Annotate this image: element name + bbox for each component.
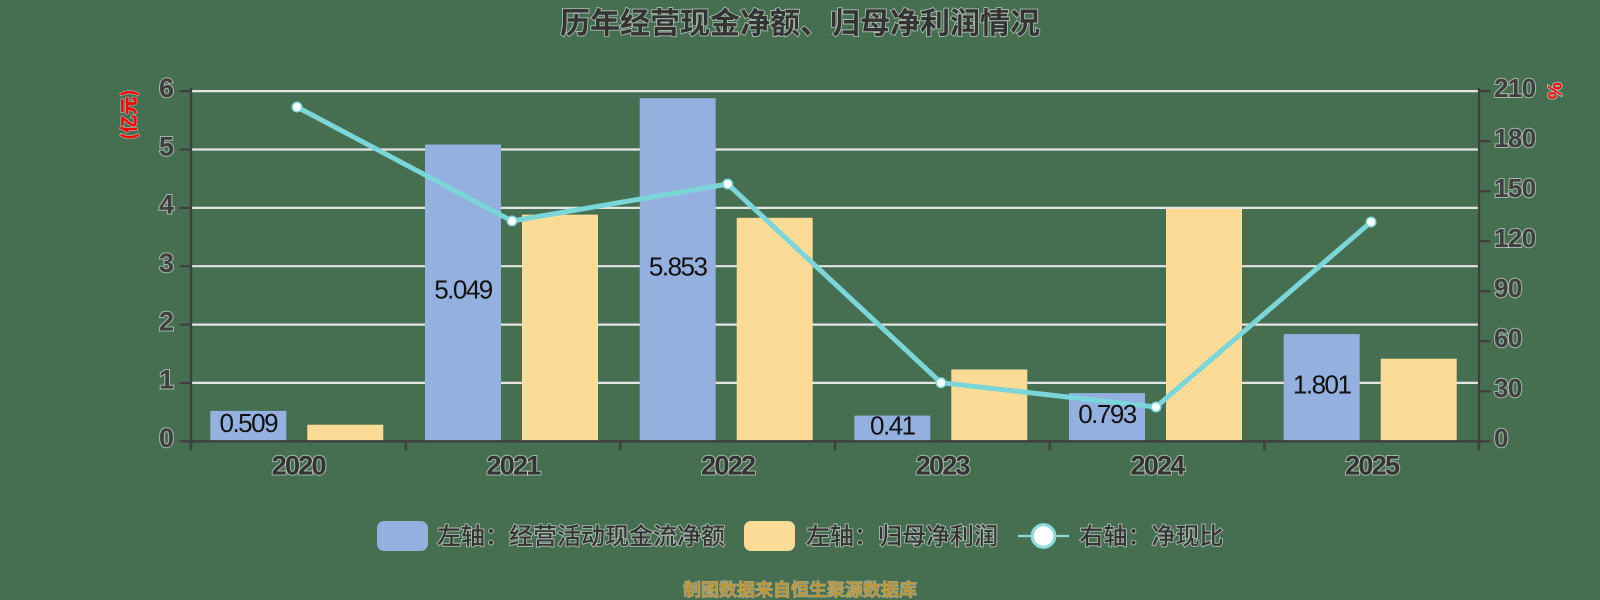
svg-text:2020: 2020	[272, 451, 326, 481]
svg-text:0.509: 0.509	[220, 408, 279, 438]
svg-text:210: 210	[1494, 73, 1536, 103]
svg-text:0: 0	[1494, 423, 1508, 453]
svg-text:5.853: 5.853	[649, 252, 708, 282]
svg-text:6: 6	[159, 73, 174, 103]
svg-text:120: 120	[1494, 223, 1536, 253]
svg-text:2021: 2021	[486, 451, 541, 481]
svg-text:5: 5	[159, 131, 174, 161]
svg-text:0: 0	[159, 423, 174, 453]
svg-text:2024: 2024	[1130, 451, 1185, 481]
svg-text:150: 150	[1494, 173, 1536, 203]
svg-text:0.41: 0.41	[870, 410, 916, 440]
svg-text:2023: 2023	[916, 451, 971, 481]
svg-text:2022: 2022	[701, 451, 755, 481]
svg-text:3: 3	[159, 248, 174, 278]
svg-text:4: 4	[159, 190, 174, 220]
svg-text:90: 90	[1494, 273, 1522, 303]
svg-text:1.801: 1.801	[1293, 370, 1352, 400]
svg-text:5.049: 5.049	[434, 275, 493, 305]
svg-text:60: 60	[1494, 323, 1522, 353]
svg-text:2: 2	[159, 306, 174, 336]
svg-text:1: 1	[159, 365, 174, 395]
svg-text:2025: 2025	[1345, 451, 1400, 481]
svg-text:180: 180	[1494, 123, 1536, 153]
svg-text:%: %	[1545, 82, 1566, 99]
svg-text:30: 30	[1494, 373, 1522, 403]
svg-text:0.793: 0.793	[1078, 399, 1137, 429]
